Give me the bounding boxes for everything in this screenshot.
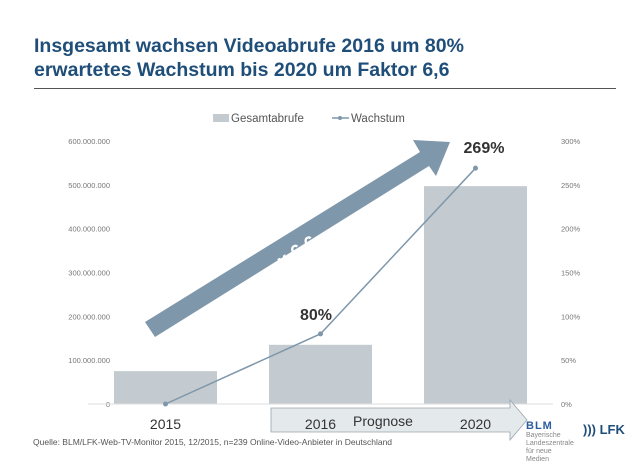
legend-bar-swatch — [213, 114, 229, 122]
right-axis-tick: 300% — [561, 137, 581, 146]
growth-arrow — [145, 140, 450, 337]
data-label: 80% — [300, 307, 332, 324]
legend-line-marker — [338, 116, 342, 120]
bar-2015 — [114, 371, 217, 404]
left-axis-tick: 100.000.000 — [68, 356, 110, 365]
source-note: Quelle: BLM/LFK-Web-TV-Monitor 2015, 12/… — [33, 437, 393, 447]
right-axis-tick: 100% — [561, 312, 581, 321]
x-axis-label: 2020 — [460, 416, 491, 432]
prognose-arrow — [270, 398, 528, 442]
blm-logo-text: BLM — [526, 420, 553, 432]
title-line-2: erwartetes Wachstum bis 2020 um Faktor 6… — [34, 59, 450, 81]
blm-logo-sub: Bayerische Landeszentrale für neue Medie… — [526, 432, 574, 463]
right-axis-tick: 200% — [561, 225, 581, 234]
prognose-label: Prognose — [353, 413, 413, 429]
slide-title: Insgesamt wachsen Videoabrufe 2016 um 80… — [34, 34, 464, 82]
left-axis-tick: 300.000.000 — [68, 269, 110, 278]
left-axis-tick: 600.000.000 — [68, 137, 110, 146]
lfk-logo: ))) LFK — [583, 422, 625, 437]
x-axis-label: 2016 — [305, 416, 336, 432]
right-axis-tick: 250% — [561, 181, 581, 190]
left-axis-tick: 400.000.000 — [68, 225, 110, 234]
title-divider — [34, 88, 616, 89]
bar-2020 — [424, 186, 527, 404]
wachstum-point-2015 — [163, 401, 168, 407]
blm-logo: BLM Bayerische Landeszentrale für neue Me… — [526, 420, 576, 464]
right-axis-tick: 50% — [561, 356, 576, 365]
lfk-logo-text: LFK — [599, 422, 625, 437]
wachstum-point-2020 — [473, 165, 478, 171]
title-line-1: Insgesamt wachsen Videoabrufe 2016 um 80… — [34, 35, 464, 57]
x-axis-label: 2015 — [150, 416, 181, 432]
legend-label: Wachstum — [351, 113, 405, 125]
right-axis-tick: 150% — [561, 269, 581, 278]
data-label: 269% — [464, 140, 505, 157]
left-axis-tick: 200.000.000 — [68, 312, 110, 321]
left-axis-tick: 500.000.000 — [68, 181, 110, 190]
bar-2016 — [269, 344, 372, 404]
wachstum-point-2016 — [318, 331, 323, 337]
legend-label: Gesamtabrufe — [231, 113, 304, 125]
right-axis-tick: 0% — [561, 400, 572, 409]
